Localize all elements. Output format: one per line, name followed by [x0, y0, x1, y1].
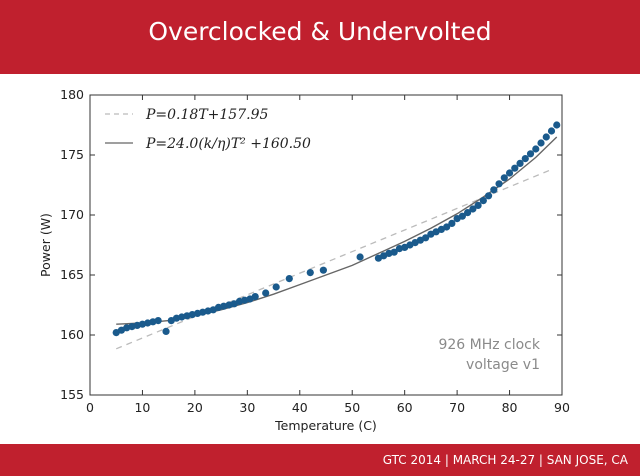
x-tick-label: 30: [239, 400, 255, 415]
x-tick-label: 60: [397, 400, 413, 415]
x-tick-label: 20: [187, 400, 203, 415]
data-point: [474, 201, 482, 209]
annotation-voltage: voltage v1: [466, 357, 540, 373]
y-tick-label: 155: [60, 387, 84, 402]
x-tick-label: 50: [344, 400, 360, 415]
legend-label-linear: P=0.18T+157.95: [145, 107, 268, 123]
data-point: [319, 266, 327, 274]
data-point: [390, 248, 398, 256]
x-axis-label: Temperature (C): [274, 418, 377, 433]
data-point: [479, 197, 487, 205]
data-point: [532, 145, 540, 153]
data-point: [356, 253, 364, 261]
data-point: [464, 209, 472, 217]
data-point: [154, 317, 162, 325]
data-point: [469, 205, 477, 213]
y-tick-label: 160: [60, 327, 84, 342]
data-point: [458, 212, 466, 220]
data-point: [526, 150, 535, 158]
title-banner: Overclocked & Undervolted: [0, 0, 640, 74]
data-points: [112, 121, 561, 337]
data-point: [443, 223, 451, 231]
legend: P=0.18T+157.95 P=24.0(k/η)T² +160.50: [105, 107, 311, 152]
footer-text: GTC 2014 | MARCH 24-27 | SAN JOSE, CA: [382, 453, 628, 467]
data-point: [516, 159, 524, 167]
annotation-clock: 926 MHz clock: [438, 337, 540, 353]
data-point: [490, 186, 498, 194]
data-point: [484, 192, 493, 200]
data-point: [553, 121, 561, 129]
data-point: [448, 219, 456, 227]
data-point: [272, 283, 280, 291]
data-point: [537, 139, 545, 147]
data-point: [542, 133, 550, 141]
data-point: [521, 155, 529, 163]
y-tick-label: 180: [60, 87, 84, 102]
legend-label-fit: P=24.0(k/η)T² +160.50: [145, 136, 311, 152]
x-tick-label: 40: [292, 400, 308, 415]
data-point: [162, 327, 170, 335]
plot-frame: [89, 94, 563, 396]
x-tick-label: 0: [86, 400, 94, 415]
x-tick-label: 70: [449, 400, 465, 415]
x-tick-label: 80: [502, 400, 518, 415]
y-axis-label: Power (W): [38, 213, 53, 277]
data-point: [262, 289, 270, 297]
slide-title: Overclocked & Undervolted: [148, 17, 492, 46]
data-point: [285, 275, 293, 283]
axis-ticks: 0 10 20 30 40 50 60 70 80 90 155 160 165 170 175 180: [60, 87, 570, 415]
data-point: [547, 127, 556, 135]
data-point: [251, 293, 259, 301]
x-tick-label: 90: [554, 400, 570, 415]
y-tick-label: 175: [60, 147, 84, 162]
footer-banner: GTC 2014 | MARCH 24-27 | SAN JOSE, CA: [0, 444, 640, 476]
y-tick-label: 170: [60, 207, 84, 222]
data-point: [511, 164, 519, 172]
data-point: [306, 269, 314, 277]
x-tick-label: 10: [134, 400, 150, 415]
data-point: [422, 234, 430, 242]
data-point: [500, 174, 508, 182]
y-tick-label: 165: [60, 267, 84, 282]
data-point: [495, 180, 503, 188]
data-point: [505, 169, 514, 177]
